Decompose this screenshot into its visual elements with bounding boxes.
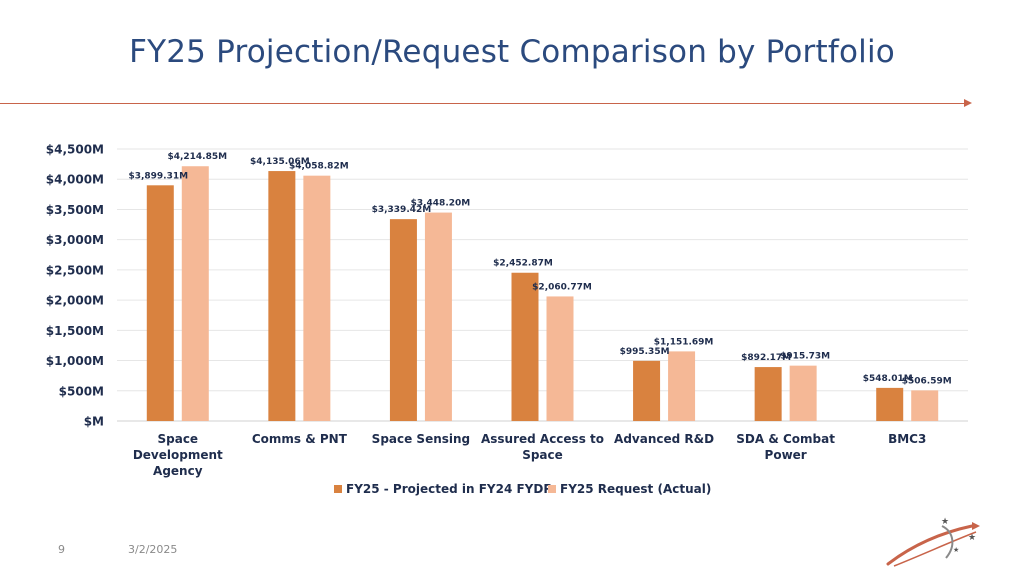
data-label: $3,899.31M — [128, 171, 188, 181]
legend: FY25 - Projected in FY24 FYDP FY25 Reques… — [334, 482, 711, 496]
x-category-label: SDA & Combat — [736, 432, 835, 446]
y-tick-label: $2,500M — [46, 263, 104, 277]
x-category-label: Space — [157, 432, 198, 446]
svg-text:★: ★ — [968, 533, 976, 543]
data-label: $3,448.20M — [411, 199, 471, 209]
legend-swatch-projected — [334, 485, 342, 493]
x-category-label: Advanced R&D — [614, 432, 714, 446]
y-tick-label: $3,500M — [46, 203, 104, 217]
bar-projected — [389, 219, 417, 421]
y-axis-tick-labels: $M $500M $1,000M $1,500M $2,000M $2,500M $3,00… — [46, 143, 104, 429]
orbit-swoosh-stars-icon: ★ ★ ★ — [886, 517, 980, 567]
data-label: $1,151.69M — [654, 337, 714, 347]
y-tick-label: $1,500M — [46, 324, 104, 338]
bar-projected — [511, 272, 539, 421]
bar-projected — [268, 171, 296, 421]
x-category-label: Agency — [153, 464, 203, 478]
x-category-label: Power — [765, 448, 807, 462]
data-label: $2,060.77M — [532, 282, 592, 292]
data-label: $892.17M — [741, 353, 791, 363]
slide-title: FY25 Projection/Request Comparison by Po… — [129, 34, 895, 70]
x-category-label: Space — [522, 448, 563, 462]
data-label: $995.35M — [620, 347, 670, 357]
bar-request — [789, 365, 817, 421]
gridlines — [117, 148, 968, 422]
bar-request — [303, 175, 331, 421]
y-tick-label: $M — [84, 415, 104, 429]
x-category-label: Comms & PNT — [252, 432, 348, 446]
data-label: $2,452.87M — [493, 259, 553, 269]
bars — [146, 166, 939, 421]
x-category-label: BMC3 — [888, 432, 926, 446]
bar-request — [424, 212, 452, 421]
x-axis-category-labels: Space Development Agency Comms & PNT Space S… — [133, 432, 927, 478]
data-label: $4,135.06M — [250, 157, 310, 167]
svg-text:★: ★ — [941, 517, 949, 527]
x-category-label: Development — [133, 448, 223, 462]
y-tick-label: $2,000M — [46, 294, 104, 308]
svg-text:★: ★ — [953, 546, 959, 554]
data-label: $4,058.82M — [289, 162, 349, 172]
y-tick-label: $3,000M — [46, 233, 104, 247]
y-tick-label: $4,500M — [46, 143, 104, 157]
x-category-label: Space Sensing — [372, 432, 470, 446]
data-label: $915.73M — [780, 352, 830, 362]
data-label: $548.01M — [863, 374, 913, 384]
bar-request — [546, 296, 574, 421]
x-category-label: Assured Access to — [481, 432, 604, 446]
bar-projected — [876, 387, 904, 421]
bar-projected — [633, 360, 661, 421]
y-tick-label: $1,000M — [46, 354, 104, 368]
title-divider-arrowhead — [964, 99, 972, 107]
bar-request — [181, 166, 209, 421]
y-tick-label: $4,000M — [46, 173, 104, 187]
bar-projected — [754, 367, 782, 421]
data-label: $4,214.85M — [167, 152, 227, 162]
page-number: 9 — [58, 543, 65, 556]
legend-label: FY25 - Projected in FY24 FYDP — [346, 482, 552, 496]
bar-projected — [146, 185, 174, 421]
y-tick-label: $500M — [59, 384, 104, 398]
legend-swatch-request — [548, 485, 556, 493]
bar-request — [668, 351, 696, 421]
bar-request — [911, 390, 939, 421]
data-label: $506.59M — [902, 376, 952, 386]
title-divider — [0, 103, 966, 104]
slide-date: 3/2/2025 — [128, 543, 178, 556]
data-labels: $3,899.31M $4,214.85M $4,135.06M$4,058.82M… — [128, 152, 951, 386]
legend-label: FY25 Request (Actual) — [560, 482, 711, 496]
data-label: $3,339.42M — [372, 205, 432, 215]
